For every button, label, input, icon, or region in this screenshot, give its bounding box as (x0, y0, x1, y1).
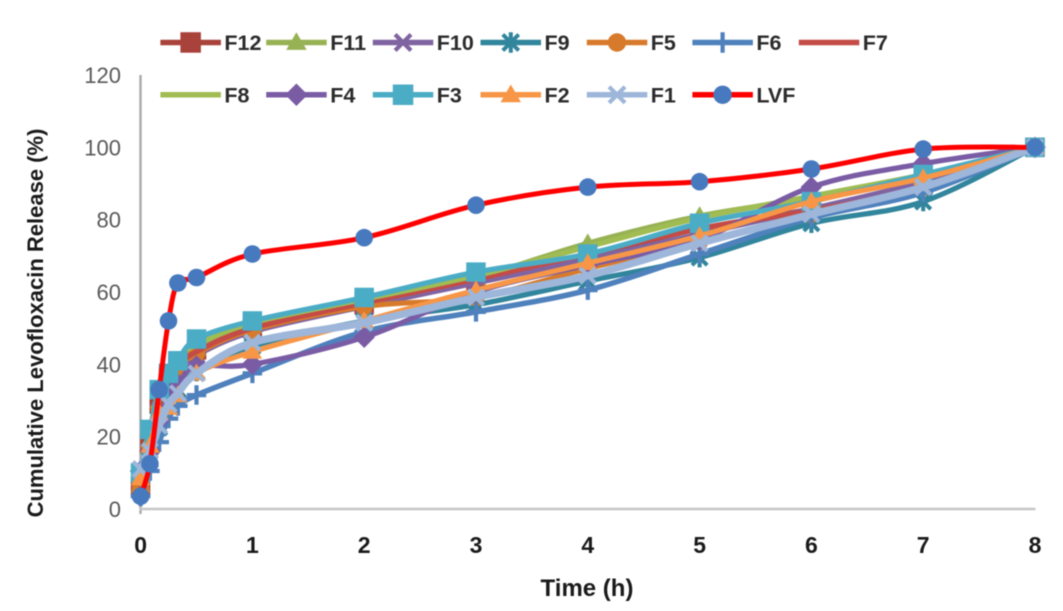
svg-text:6: 6 (805, 532, 818, 558)
svg-text:3: 3 (470, 532, 483, 558)
svg-text:7: 7 (917, 532, 930, 558)
svg-text:F3: F3 (437, 83, 462, 107)
svg-text:Cumulative Levofloxacin Releas: Cumulative Levofloxacin Release (%) (23, 129, 48, 518)
svg-text:F7: F7 (863, 31, 888, 55)
svg-text:F4: F4 (330, 83, 355, 107)
svg-text:0: 0 (109, 497, 121, 522)
svg-text:0: 0 (134, 532, 147, 558)
svg-text:F9: F9 (545, 31, 570, 55)
svg-text:60: 60 (97, 280, 121, 305)
svg-text:F12: F12 (224, 31, 261, 55)
svg-text:5: 5 (693, 532, 706, 558)
svg-text:20: 20 (97, 425, 121, 450)
svg-text:120: 120 (84, 63, 121, 88)
svg-text:F10: F10 (437, 31, 474, 55)
svg-text:100: 100 (84, 135, 121, 160)
svg-text:40: 40 (97, 352, 121, 377)
svg-text:F1: F1 (651, 83, 676, 107)
svg-text:F5: F5 (651, 31, 676, 55)
svg-text:F6: F6 (756, 31, 781, 55)
svg-text:LVF: LVF (756, 83, 795, 107)
svg-text:F2: F2 (545, 83, 570, 107)
svg-text:Time (h): Time (h) (541, 575, 634, 602)
svg-text:8: 8 (1029, 532, 1042, 558)
svg-text:F11: F11 (330, 31, 366, 55)
svg-text:1: 1 (246, 532, 259, 558)
svg-text:F8: F8 (224, 83, 249, 107)
svg-text:2: 2 (358, 532, 371, 558)
svg-text:80: 80 (97, 208, 121, 233)
svg-text:4: 4 (581, 532, 594, 558)
